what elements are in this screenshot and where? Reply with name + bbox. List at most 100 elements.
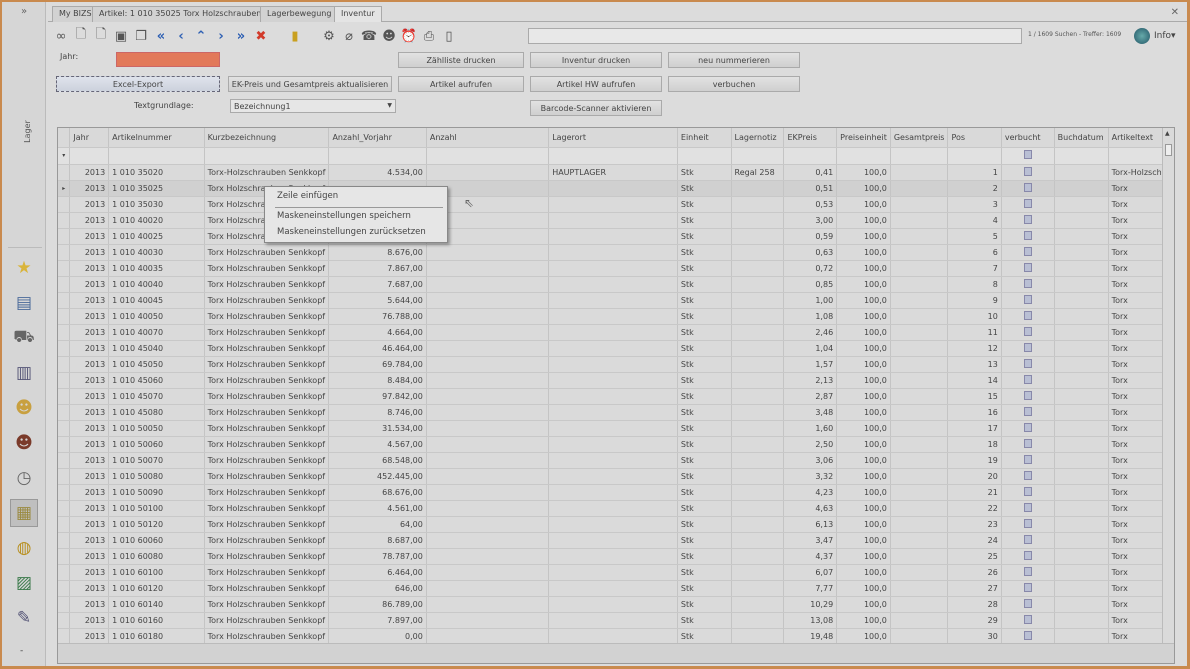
row-selector[interactable] — [58, 276, 71, 293]
row-selector[interactable] — [58, 164, 71, 181]
menu-item-insert-row[interactable]: Zeile einfügen — [277, 191, 339, 201]
checkbox-icon[interactable] — [1023, 214, 1032, 224]
checkbox-icon[interactable] — [1023, 486, 1032, 496]
checkbox-icon[interactable] — [1023, 326, 1032, 336]
checkbox-icon[interactable] — [1023, 166, 1032, 176]
table-row[interactable]: 2013 1 010 40045 Torx Holzschrauben Senkko… — [58, 292, 1174, 309]
cell-verbucht[interactable] — [1001, 196, 1055, 213]
renumber-button[interactable]: neu nummerieren — [668, 52, 800, 68]
tab-lagerbewegung[interactable]: Lagerbewegung — [260, 6, 339, 22]
table-row[interactable]: 2013 1 010 40030 Torx Holzschrauben Senkko… — [58, 244, 1174, 261]
checkbox-icon[interactable] — [1023, 342, 1032, 352]
cell-verbucht[interactable] — [1001, 404, 1055, 421]
filter-cell-anzahl_vorjahr[interactable] — [328, 147, 427, 165]
cell-verbucht[interactable] — [1001, 484, 1055, 501]
row-selector[interactable] — [58, 484, 71, 501]
vertical-scrollbar[interactable]: ▲ — [1162, 128, 1174, 644]
column-header-einheit[interactable]: Einheit — [677, 128, 732, 148]
delete-icon[interactable]: ✖ — [255, 28, 267, 44]
search-input[interactable] — [528, 28, 1022, 44]
checkbox-icon[interactable] — [1023, 310, 1032, 320]
checkbox-icon[interactable] — [1023, 566, 1032, 576]
table-row[interactable]: 2013 1 010 60100 Torx Holzschrauben Senkko… — [58, 564, 1174, 581]
tab-artikel[interactable]: Artikel: 1 010 35025 Torx Holzschrauben … — [92, 6, 276, 22]
table-row[interactable]: 2013 1 010 50090 Torx Holzschrauben Senkko… — [58, 484, 1174, 501]
menu-item-save-mask-settings[interactable]: Maskeneinstellungen speichern — [277, 211, 411, 221]
row-selector[interactable] — [58, 324, 71, 341]
table-row[interactable]: 2013 1 010 35020 Torx-Holzschrauben Senkko… — [58, 164, 1174, 181]
cell-verbucht[interactable] — [1001, 420, 1055, 437]
alarm-clock-icon[interactable]: ⏰ — [400, 28, 418, 44]
checkbox-icon[interactable] — [1023, 246, 1032, 256]
cell-verbucht[interactable] — [1001, 548, 1055, 565]
row-selector[interactable] — [58, 564, 71, 581]
row-selector[interactable] — [58, 628, 71, 645]
print-count-list-button[interactable]: Zählliste drucken — [398, 52, 524, 68]
cell-verbucht[interactable] — [1001, 260, 1055, 277]
attachment-icon[interactable]: ⌀ — [345, 28, 353, 44]
checkbox-icon[interactable] — [1023, 518, 1032, 528]
checkbox-icon[interactable] — [1023, 390, 1032, 400]
person-icon[interactable]: ☻ — [15, 433, 33, 453]
sidebar-section-label[interactable]: Lager — [22, 120, 32, 143]
table-row[interactable]: 2013 1 010 40035 Torx Holzschrauben Senkko… — [58, 260, 1174, 277]
warehouse-shelf-icon[interactable]: ▥ — [15, 363, 33, 383]
checkbox-icon[interactable] — [1023, 262, 1032, 272]
table-row[interactable]: 2013 1 010 50080 Torx Holzschrauben Senkko… — [58, 468, 1174, 485]
table-row[interactable]: 2013 1 010 50050 Torx Holzschrauben Senkko… — [58, 420, 1174, 437]
tools-icon[interactable]: ✎ — [16, 608, 32, 628]
row-selector[interactable] — [58, 244, 71, 261]
filter-cell-artikelnummer[interactable] — [108, 147, 205, 165]
table-row[interactable]: 2013 1 010 50060 Torx Holzschrauben Senkko… — [58, 436, 1174, 453]
filter-cell-verbucht[interactable] — [1001, 147, 1055, 165]
checkbox-icon[interactable] — [1023, 422, 1032, 432]
column-header-anzahl[interactable]: Anzahl — [426, 128, 550, 148]
checkbox-icon[interactable] — [1023, 550, 1032, 560]
user-icon[interactable]: ☻ — [382, 28, 396, 44]
checkbox-icon[interactable] — [1023, 582, 1032, 592]
filter-cell-preiseinheit[interactable] — [836, 147, 891, 165]
table-row[interactable]: 2013 1 010 40050 Torx Holzschrauben Senkko… — [58, 308, 1174, 325]
filter-cell-ekpreis[interactable] — [783, 147, 838, 165]
worker-icon[interactable]: ☻ — [15, 398, 33, 418]
filter-cell-anzahl[interactable] — [426, 147, 550, 165]
table-row[interactable]: 2013 1 010 60120 Torx Holzschrauben Senkko… — [58, 580, 1174, 597]
checkbox-icon[interactable] — [1023, 374, 1032, 384]
print-inventory-button[interactable]: Inventur drucken — [530, 52, 662, 68]
coin-stacks-icon[interactable]: ◍ — [16, 538, 32, 558]
row-selector[interactable] — [58, 308, 71, 325]
table-row[interactable]: 2013 1 010 50100 Torx Holzschrauben Senkko… — [58, 500, 1174, 517]
checkbox-icon[interactable] — [1023, 198, 1032, 208]
cell-verbucht[interactable] — [1001, 244, 1055, 261]
open-document-icon[interactable]: 🗋 — [95, 27, 107, 42]
print-icon[interactable]: ⎙ — [423, 28, 435, 44]
column-header-anzahl_vorjahr[interactable]: Anzahl_Vorjahr — [328, 128, 427, 148]
horizontal-scrollbar[interactable] — [58, 643, 1174, 663]
cell-verbucht[interactable] — [1001, 308, 1055, 325]
checkbox-icon[interactable] — [1023, 598, 1032, 608]
chart-icon[interactable]: ▨ — [15, 573, 33, 593]
save-icon[interactable]: ▣ — [114, 28, 128, 44]
row-selector[interactable] — [58, 196, 71, 213]
filter-cell-gesamtpreis[interactable] — [890, 147, 949, 165]
cell-verbucht[interactable] — [1001, 292, 1055, 309]
checkbox-icon[interactable] — [1023, 294, 1032, 304]
filter-cell-artikeltext[interactable] — [1108, 147, 1174, 165]
filter-cell-einheit[interactable] — [677, 147, 732, 165]
table-row[interactable]: 2013 1 010 45060 Torx Holzschrauben Senkko… — [58, 372, 1174, 389]
calendar-clock-icon[interactable]: ◷ — [16, 468, 32, 488]
column-header-lagernotiz[interactable]: Lagernotiz — [731, 128, 785, 148]
row-selector[interactable] — [58, 500, 71, 517]
filter-cell-pos[interactable] — [947, 147, 1002, 165]
table-row[interactable]: 2013 1 010 50070 Torx Holzschrauben Senkko… — [58, 452, 1174, 469]
column-header-lagerort[interactable]: Lagerort — [548, 128, 678, 148]
cell-verbucht[interactable] — [1001, 372, 1055, 389]
cell-verbucht[interactable] — [1001, 212, 1055, 229]
settings-icon[interactable]: ⚙ — [323, 28, 335, 44]
preview-icon[interactable]: ▯ — [445, 28, 453, 44]
cell-verbucht[interactable] — [1001, 452, 1055, 469]
copy-icon[interactable]: ❐ — [135, 28, 147, 44]
filter-cell-kurzbezeichnung[interactable] — [204, 147, 330, 165]
